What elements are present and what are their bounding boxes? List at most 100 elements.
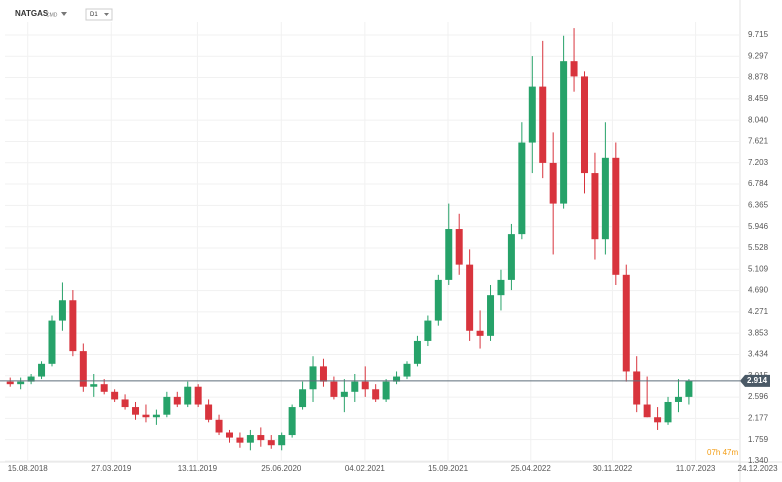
y-tick-label: 5.946 xyxy=(748,222,769,231)
y-tick-label: 4.271 xyxy=(748,307,769,316)
overlay: 2.914 xyxy=(0,374,770,387)
candle-body xyxy=(246,435,254,443)
candle-body xyxy=(132,407,140,415)
y-tick-label: 5.528 xyxy=(748,243,769,252)
x-tick-label: 25.06.2020 xyxy=(261,464,302,473)
candle-body xyxy=(69,300,77,352)
y-tick-label: 8.459 xyxy=(748,94,769,103)
candle-body xyxy=(497,279,505,296)
y-tick-label: 6.784 xyxy=(748,179,769,188)
candle-body xyxy=(570,61,578,77)
y-tick-label: 3.853 xyxy=(748,328,769,337)
y-tick-label: 1.340 xyxy=(748,456,769,465)
candle-body xyxy=(361,381,369,390)
x-tick-label: 24.12.2023 xyxy=(738,464,779,473)
y-tick-label: 2.596 xyxy=(748,392,769,401)
candle-body xyxy=(664,401,672,423)
candle-body xyxy=(674,396,682,402)
y-tick-label: 4.690 xyxy=(748,286,769,295)
candle-body xyxy=(236,437,244,443)
candle-body xyxy=(560,61,568,204)
y-tick-label: 7.621 xyxy=(748,137,769,146)
candle-body xyxy=(643,404,651,418)
timeframe-select[interactable] xyxy=(85,8,113,21)
candle-body xyxy=(215,419,223,433)
candle-body xyxy=(184,386,192,405)
candle-body xyxy=(6,381,14,385)
x-tick-label: 15.09.2021 xyxy=(428,464,469,473)
candle-body xyxy=(351,381,359,392)
x-tick-label: 30.11.2022 xyxy=(593,464,633,473)
candle-body xyxy=(58,300,66,321)
candle-body xyxy=(507,234,515,280)
timeframe: D1 xyxy=(90,12,98,18)
timeframe-arrow xyxy=(104,13,109,16)
candle-body xyxy=(100,384,108,392)
y-tick-label: 8.878 xyxy=(748,73,769,82)
candle-body xyxy=(111,391,119,400)
y-tick-label: 2.177 xyxy=(748,414,769,423)
session-timer: 07h 47m xyxy=(707,448,738,457)
candle-body xyxy=(225,432,233,438)
candle-body xyxy=(27,376,35,382)
candle-body xyxy=(38,363,46,377)
candle-body xyxy=(413,340,421,364)
candle-body xyxy=(549,162,557,204)
candle-body xyxy=(152,414,160,418)
x-tick-label: 15.08.2018 xyxy=(8,464,49,473)
candle-body xyxy=(601,157,609,240)
x-tick-label: 13.11.2019 xyxy=(178,464,218,473)
candle-body xyxy=(17,381,25,385)
candle-body xyxy=(685,380,693,397)
candle-body xyxy=(309,366,317,390)
candle-body xyxy=(622,274,630,372)
candle-body xyxy=(142,414,150,418)
x-tick-label: 25.04.2022 xyxy=(511,464,552,473)
candle-body xyxy=(319,366,327,382)
candle-body xyxy=(518,142,526,235)
candle-body xyxy=(330,381,338,397)
candle-body xyxy=(612,157,620,275)
candle-body xyxy=(173,396,181,405)
symbol-dropdown[interactable] xyxy=(61,12,67,16)
candle-body xyxy=(580,76,588,174)
candle-body xyxy=(205,404,213,420)
y-tick-label: 9.715 xyxy=(748,30,769,39)
candle-body xyxy=(539,86,547,163)
candle-body xyxy=(163,396,171,415)
candle-body xyxy=(476,330,484,336)
candle-body xyxy=(382,381,390,400)
y-tick-label: 6.365 xyxy=(748,200,769,209)
x-tick-label: 04.02.2021 xyxy=(345,464,386,473)
candle-body xyxy=(79,351,87,387)
y-tick-label: 8.040 xyxy=(748,115,769,124)
candle-body xyxy=(90,384,98,387)
candle-body xyxy=(455,229,463,265)
candle-body xyxy=(633,371,641,405)
candle-body xyxy=(393,376,401,382)
candle-body xyxy=(278,435,286,446)
candle-body xyxy=(372,389,380,400)
candle-body xyxy=(403,363,411,377)
candle-body xyxy=(591,173,599,240)
y-tick-label: 5.109 xyxy=(748,264,769,273)
y-tick-label: 9.297 xyxy=(748,51,769,60)
current-price-label: 2.914 xyxy=(747,376,768,385)
candle-body xyxy=(434,279,442,321)
symbol-type: CMD xyxy=(46,12,58,18)
y-tick-label: 7.203 xyxy=(748,158,769,167)
candles xyxy=(6,28,693,451)
candle-body xyxy=(48,320,56,364)
candle-body xyxy=(121,399,129,408)
candle-body xyxy=(340,391,348,397)
y-tick-label: 1.759 xyxy=(748,435,769,444)
candle-body xyxy=(299,389,307,408)
candle-body xyxy=(654,417,662,423)
candle-body xyxy=(528,86,536,143)
symbol: NATGAS xyxy=(15,9,49,18)
candle-body xyxy=(267,440,275,446)
x-tick-label: 11.07.2023 xyxy=(676,464,716,473)
candle-body xyxy=(288,407,296,436)
